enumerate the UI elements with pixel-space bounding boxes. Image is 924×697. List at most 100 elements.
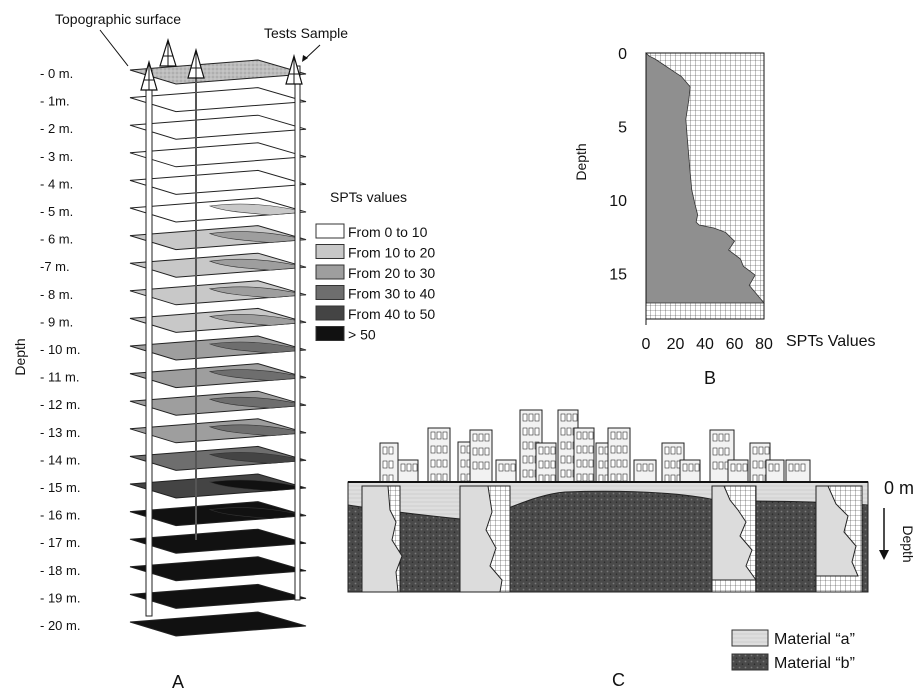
building bbox=[495, 459, 517, 483]
legend-item: From 40 to 50 bbox=[315, 305, 435, 322]
depth-label: - 6 m. bbox=[40, 232, 73, 247]
depth-label: - 15 m. bbox=[40, 480, 80, 495]
building bbox=[765, 459, 785, 483]
caption-c: C bbox=[612, 670, 625, 690]
building bbox=[727, 459, 749, 483]
legend-item: From 0 to 10 bbox=[315, 223, 428, 240]
x-axis-label: SPTs Values bbox=[786, 333, 876, 350]
depth-slice bbox=[129, 252, 307, 278]
depth-slice bbox=[129, 583, 307, 609]
legend-item: Material “a” bbox=[731, 629, 855, 648]
x-tick-label: 20 bbox=[667, 336, 685, 353]
rig-icon bbox=[159, 37, 177, 67]
borehole-test bbox=[711, 485, 757, 593]
depth-slice bbox=[129, 473, 307, 499]
legend-swatch bbox=[315, 244, 345, 259]
depth-slice bbox=[129, 501, 307, 527]
caption-b: B bbox=[704, 368, 716, 388]
legend-item: Material “b” bbox=[731, 653, 855, 672]
legend-item: From 30 to 40 bbox=[315, 285, 435, 302]
building bbox=[633, 459, 657, 483]
y-tick-label: 10 bbox=[609, 193, 627, 210]
building bbox=[679, 459, 701, 483]
caption-a: A bbox=[172, 672, 184, 692]
material-legend: Material “a” Material “b” bbox=[731, 629, 855, 672]
legend-swatch bbox=[315, 223, 345, 239]
depth-label: - 20 m. bbox=[40, 618, 80, 633]
y-tick-label: 0 bbox=[618, 46, 627, 63]
depth-slice bbox=[129, 114, 307, 140]
legend-item: > 50 bbox=[315, 326, 376, 343]
depth-slice bbox=[129, 390, 307, 416]
callout-topographic-surface: Topographic surface bbox=[55, 11, 181, 27]
depth-label: - 16 m. bbox=[40, 508, 80, 523]
borehole-test bbox=[361, 485, 403, 593]
x-tick-labels: 0 20 40 60 80 bbox=[642, 336, 773, 353]
legend-swatch bbox=[315, 305, 345, 321]
depth-axis-label: Depth bbox=[12, 338, 28, 375]
depth-label: - 4 m. bbox=[40, 176, 73, 191]
depth-label: - 0 m. bbox=[40, 66, 73, 81]
legend-swatch bbox=[315, 264, 345, 280]
legend-label: From 0 to 10 bbox=[348, 224, 428, 240]
legend-label: From 10 to 20 bbox=[348, 245, 435, 261]
borehole-test bbox=[459, 485, 511, 593]
legend-swatch bbox=[731, 629, 769, 647]
depth-label: - 2 m. bbox=[40, 121, 73, 136]
depth-slice bbox=[129, 611, 307, 637]
depth-slice bbox=[129, 142, 307, 168]
legend-label: From 40 to 50 bbox=[348, 306, 435, 322]
depth-slice bbox=[129, 225, 307, 251]
depth-slice bbox=[129, 418, 307, 444]
callout-leader bbox=[99, 29, 129, 67]
depth-slice bbox=[129, 445, 307, 471]
y-tick-labels: 0 5 10 15 bbox=[609, 46, 627, 284]
depth-slice bbox=[129, 197, 307, 223]
legend-item: From 10 to 20 bbox=[315, 244, 435, 261]
building bbox=[469, 429, 493, 483]
borehole-left bbox=[145, 69, 153, 617]
depth-label: - 11 m. bbox=[40, 370, 80, 385]
legend-title: SPTs values bbox=[330, 189, 407, 205]
depth-arrow-head bbox=[879, 550, 889, 560]
legend-item: From 20 to 30 bbox=[315, 264, 435, 281]
depth-label: Depth bbox=[900, 525, 916, 562]
depth-label: - 13 m. bbox=[40, 425, 80, 440]
depth-label: - 12 m. bbox=[40, 397, 80, 412]
depth-labels: - 0 m. - 1m. - 2 m. - 3 m. - 4 m. - 5 m. - 6 m… bbox=[40, 66, 80, 633]
depth-slice bbox=[129, 528, 307, 554]
spt-legend: From 0 to 10 From 10 to 20 From 20 to 30 Fr… bbox=[315, 223, 435, 343]
depth-slices bbox=[129, 59, 307, 637]
depth-label: - 14 m. bbox=[40, 452, 80, 467]
panel-b: 0 20 40 60 80 0 5 10 15 SPTs Values Depth B bbox=[573, 46, 876, 388]
callout-tests-sample: Tests Sample bbox=[264, 25, 348, 41]
depth-slice bbox=[129, 280, 307, 306]
depth-slice bbox=[129, 363, 307, 389]
x-tick-label: 80 bbox=[755, 336, 773, 353]
depth-label: - 10 m. bbox=[40, 342, 80, 357]
building bbox=[535, 442, 557, 483]
depth-slice bbox=[129, 307, 307, 333]
borehole-test bbox=[815, 485, 863, 593]
depth-label: - 3 m. bbox=[40, 149, 73, 164]
x-tick-label: 40 bbox=[696, 336, 714, 353]
building bbox=[661, 442, 685, 483]
rig-icon bbox=[187, 47, 205, 79]
borehole-right bbox=[294, 65, 301, 601]
building bbox=[573, 427, 595, 483]
depth-slice bbox=[129, 169, 307, 195]
legend-swatch bbox=[315, 285, 345, 300]
city-buildings bbox=[379, 409, 811, 483]
panel-a: Topographic surface Tests Sample - 0 m. -… bbox=[12, 11, 435, 692]
legend-label: From 20 to 30 bbox=[348, 265, 435, 281]
depth-label: - 19 m. bbox=[40, 590, 80, 605]
legend-swatch bbox=[315, 326, 345, 341]
depth-label: - 8 m. bbox=[40, 287, 73, 302]
y-tick-label: 15 bbox=[609, 267, 627, 284]
depth-label: - 5 m. bbox=[40, 204, 73, 219]
legend-label: From 30 to 40 bbox=[348, 286, 435, 302]
surface-zero-label: 0 m bbox=[884, 478, 914, 498]
depth-label: - 17 m. bbox=[40, 535, 80, 550]
depth-slice bbox=[129, 556, 307, 582]
